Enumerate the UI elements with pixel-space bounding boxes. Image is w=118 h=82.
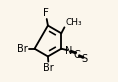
Text: Br: Br — [17, 44, 28, 54]
Text: C: C — [74, 50, 80, 60]
Text: CH₃: CH₃ — [65, 18, 82, 27]
Text: S: S — [82, 54, 88, 64]
Text: F: F — [43, 8, 49, 18]
Text: Br: Br — [43, 63, 54, 73]
Text: N: N — [65, 46, 72, 56]
